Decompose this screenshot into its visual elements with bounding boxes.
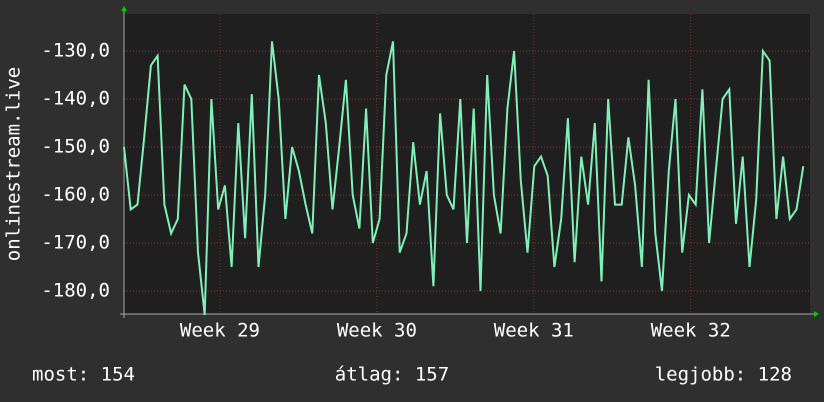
y-tick-label: -130,0 — [41, 39, 110, 61]
y-tick-label: -140,0 — [41, 87, 110, 109]
stat-current: most: 154 — [32, 364, 135, 386]
x-tick-label: Week 32 — [651, 320, 731, 342]
x-tick-label: Week 29 — [180, 320, 260, 342]
y-tick-label: -170,0 — [41, 231, 110, 253]
y-axis-label: onlinestream.live — [3, 67, 25, 261]
y-tick-label: -180,0 — [41, 279, 110, 301]
x-tick-label: Week 30 — [337, 320, 417, 342]
stat-best: legjobb: 128 — [655, 364, 792, 386]
data-line — [123, 41, 805, 316]
axis-arrow — [814, 311, 819, 317]
y-tick-label: -160,0 — [41, 183, 110, 205]
stat-average: átlag: 157 — [335, 364, 449, 386]
axis-arrow — [121, 6, 127, 11]
y-tick-label: -150,0 — [41, 135, 110, 157]
plot-area — [124, 14, 810, 314]
x-tick-label: Week 31 — [494, 320, 574, 342]
